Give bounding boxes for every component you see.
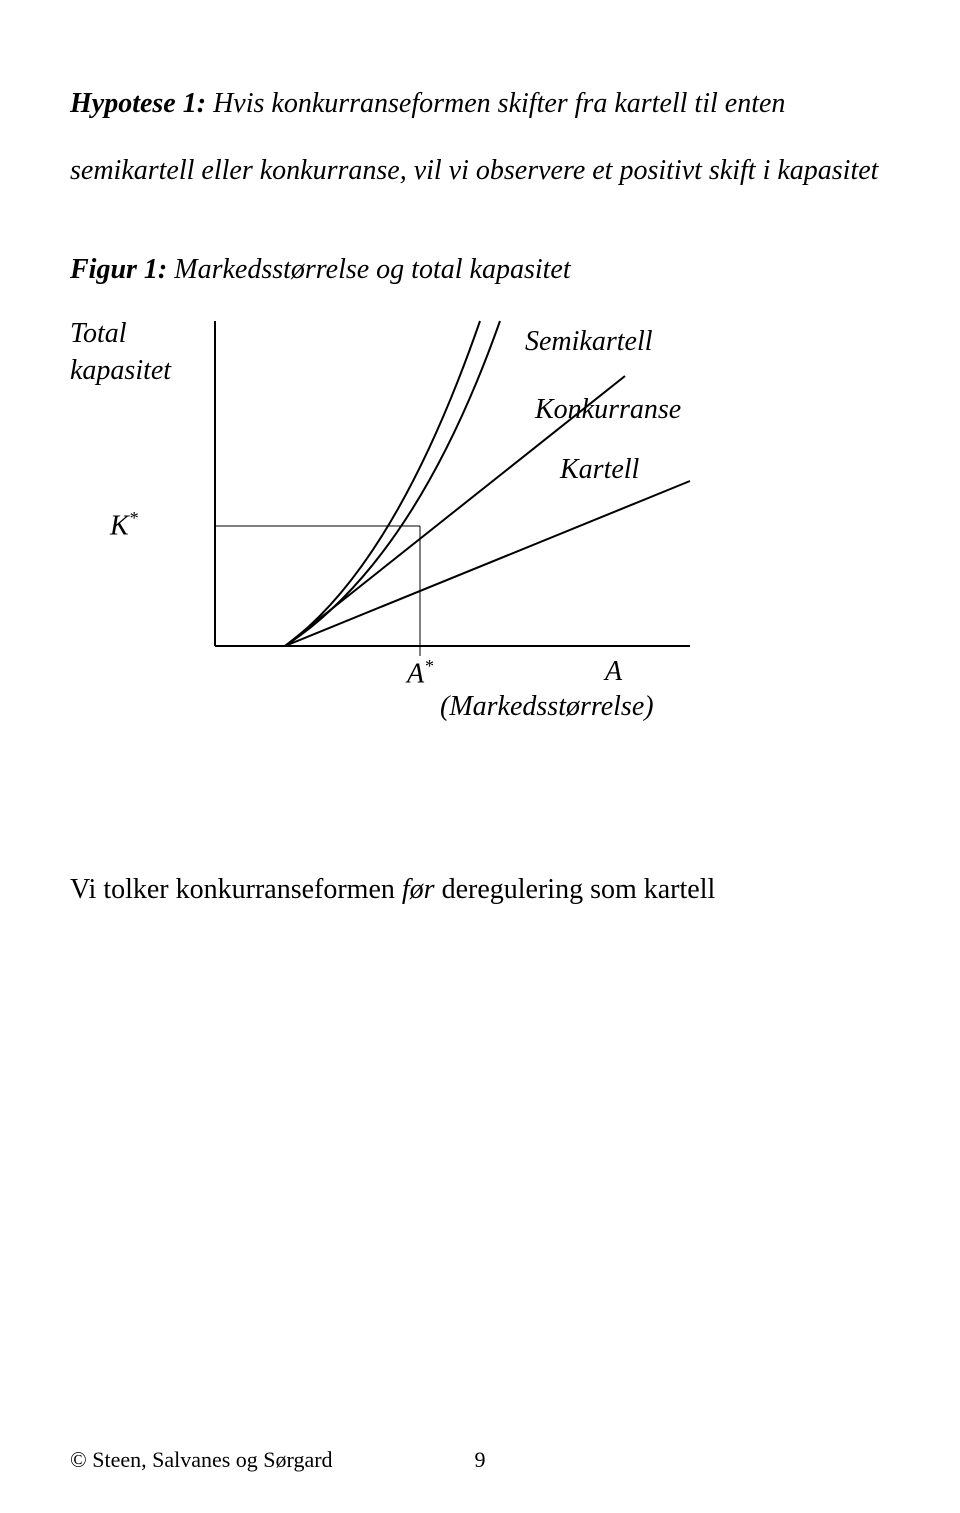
a-star-base: A	[407, 659, 424, 690]
semikartell-line-2	[285, 321, 480, 646]
x-axis-caption: (Markedsstørrelse)	[440, 691, 654, 723]
figure-caption: Figur 1: Markedsstørrelse og total kapas…	[70, 254, 890, 286]
page-number: 9	[475, 1447, 486, 1473]
conclusion-post: deregulering som kartell	[435, 874, 716, 905]
conclusion-pre: Vi tolker konkurranseformen	[70, 874, 402, 905]
kartell-line	[285, 481, 690, 646]
copyright: © Steen, Salvanes og Sørgard	[70, 1447, 333, 1472]
hypothesis-label: Hypotese 1:	[70, 88, 206, 119]
figure-caption-label: Figur 1:	[70, 254, 167, 285]
conclusion-em: før	[402, 874, 435, 905]
a-star-label: A*	[407, 656, 433, 690]
footer: © Steen, Salvanes og Sørgard 9	[70, 1447, 890, 1473]
semikartell-line-1	[285, 321, 500, 646]
a-label: A	[605, 656, 622, 688]
konkurranse-label: Konkurranse	[535, 394, 681, 426]
semikartell-label: Semikartell	[525, 326, 653, 358]
kartell-label: Kartell	[560, 454, 639, 486]
chart-svg	[70, 316, 830, 696]
chart: Total kapasitet K* Semikartell Konkurran…	[70, 316, 830, 736]
a-star-sup: *	[424, 656, 433, 676]
conclusion-paragraph: Vi tolker konkurranseformen før deregule…	[70, 856, 890, 923]
hypothesis-paragraph: Hypotese 1: Hvis konkurranseformen skift…	[70, 70, 890, 204]
figure-caption-text: Markedsstørrelse og total kapasitet	[167, 254, 570, 285]
